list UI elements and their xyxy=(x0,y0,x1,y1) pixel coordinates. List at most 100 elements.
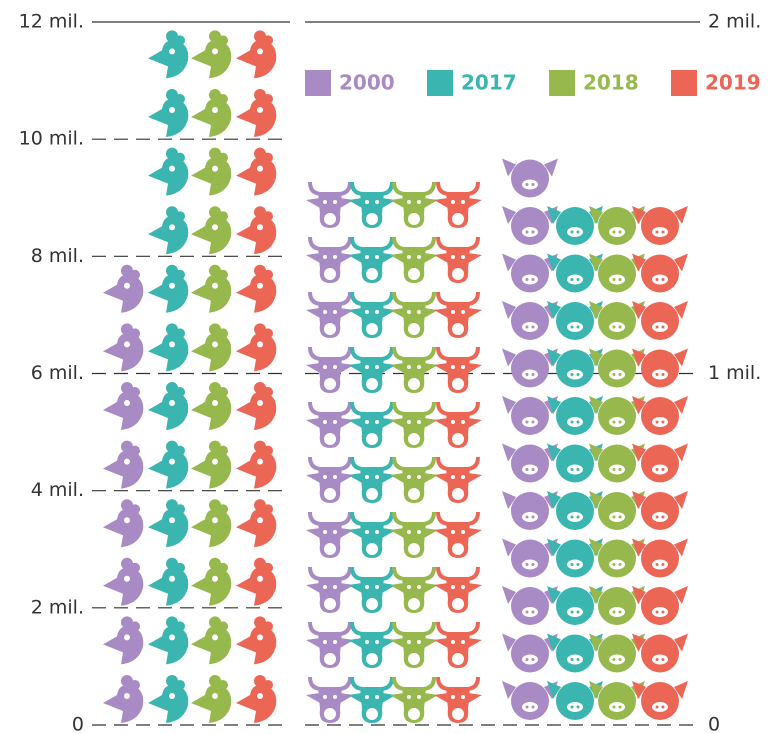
ears xyxy=(348,308,396,318)
nostril xyxy=(576,230,580,234)
head xyxy=(236,215,277,255)
eye xyxy=(375,475,379,479)
ears xyxy=(306,583,354,593)
eye xyxy=(257,341,263,348)
eye xyxy=(417,640,421,644)
eye xyxy=(365,475,369,479)
head xyxy=(191,508,232,548)
eye xyxy=(417,255,421,259)
legend-swatch xyxy=(427,70,453,96)
comb xyxy=(209,206,221,219)
eye xyxy=(333,255,337,259)
snout xyxy=(567,512,583,522)
icon-stack xyxy=(434,181,482,723)
nostril xyxy=(612,515,616,519)
eye xyxy=(323,640,327,644)
comb xyxy=(166,89,178,101)
head xyxy=(556,634,594,673)
icon-stack xyxy=(547,206,603,720)
muzzle xyxy=(408,323,420,335)
ears xyxy=(434,473,482,483)
legend-label: 2000 xyxy=(339,71,395,95)
ears xyxy=(547,633,603,652)
eye xyxy=(333,200,337,204)
ears xyxy=(348,253,396,263)
eye xyxy=(461,695,465,699)
nostril xyxy=(525,563,529,566)
muzzle xyxy=(452,268,464,280)
comb xyxy=(121,616,133,629)
muzzle xyxy=(408,708,420,720)
nostril xyxy=(612,373,616,376)
snout xyxy=(652,417,668,427)
snout xyxy=(567,607,583,617)
eye xyxy=(212,282,218,289)
head xyxy=(236,450,277,489)
eye xyxy=(407,640,411,644)
ears xyxy=(547,443,603,462)
nostril xyxy=(612,230,616,234)
muzzle xyxy=(366,708,378,720)
head xyxy=(641,539,679,578)
head xyxy=(598,634,636,673)
eye xyxy=(124,400,130,406)
nostril xyxy=(525,183,529,186)
muzzle xyxy=(408,543,420,555)
nostril xyxy=(618,705,622,709)
ears xyxy=(632,253,688,272)
comb xyxy=(166,206,178,219)
head xyxy=(641,302,679,340)
eye xyxy=(365,200,369,204)
eye xyxy=(333,310,337,314)
nostril xyxy=(525,278,529,281)
head xyxy=(236,157,277,196)
muzzle xyxy=(324,378,336,390)
snout xyxy=(652,464,668,475)
eye xyxy=(169,400,175,406)
ears xyxy=(434,198,482,208)
head xyxy=(148,40,189,79)
eye xyxy=(169,107,175,113)
comb xyxy=(166,499,178,512)
head xyxy=(556,254,594,293)
eye xyxy=(323,585,327,589)
snout xyxy=(567,274,583,285)
ears xyxy=(632,301,688,319)
ears xyxy=(632,206,688,224)
muzzle xyxy=(324,708,336,720)
eye xyxy=(169,458,175,465)
comb xyxy=(254,675,266,687)
head xyxy=(556,302,594,340)
eye xyxy=(417,420,421,424)
comb xyxy=(209,323,221,336)
muzzle xyxy=(452,323,464,335)
head xyxy=(148,450,189,489)
head xyxy=(598,587,636,625)
ears xyxy=(547,396,603,414)
nostril xyxy=(655,373,659,376)
ears xyxy=(434,363,482,373)
eye xyxy=(323,200,327,204)
head xyxy=(511,539,549,578)
comb xyxy=(209,557,221,570)
eye xyxy=(124,341,130,348)
snout xyxy=(567,559,583,570)
eye xyxy=(257,224,263,231)
muzzle xyxy=(408,268,420,280)
eye xyxy=(212,341,218,348)
muzzle xyxy=(324,323,336,335)
nostril xyxy=(618,468,622,471)
eye xyxy=(257,517,263,524)
head xyxy=(641,349,679,388)
nostril xyxy=(612,658,616,661)
muzzle xyxy=(324,213,336,225)
muzzle xyxy=(452,543,464,555)
head xyxy=(191,391,232,430)
snout xyxy=(609,417,625,427)
ears xyxy=(390,583,438,593)
snout xyxy=(522,369,538,380)
nostril xyxy=(570,325,574,329)
eye xyxy=(257,693,263,699)
comb xyxy=(209,440,221,453)
snout xyxy=(609,369,625,380)
